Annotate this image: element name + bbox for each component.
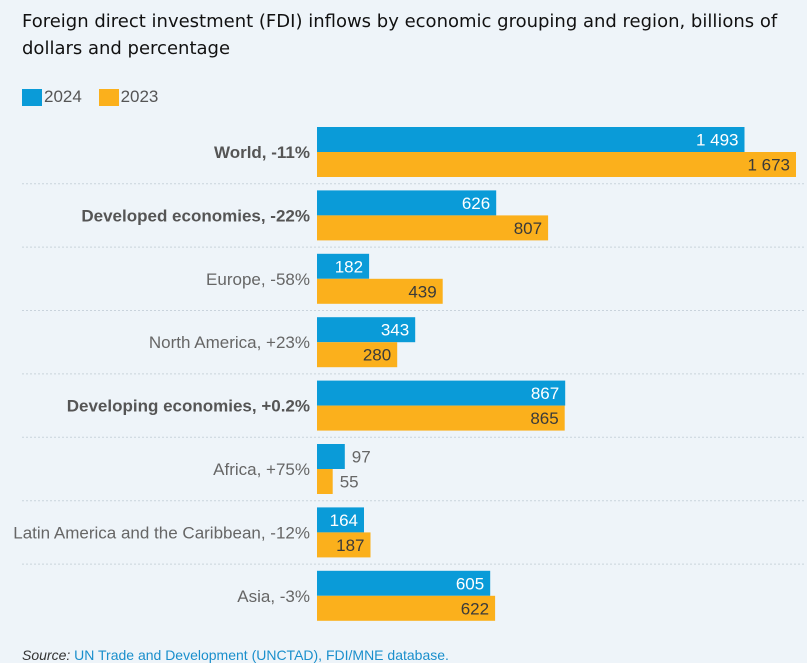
data-label-2024: 626 [462, 194, 490, 213]
bar-2024 [317, 253, 370, 279]
chart-legend: 2024 2023 [22, 87, 170, 109]
data-label-2023: 280 [363, 346, 391, 365]
bar-2024 [317, 127, 745, 152]
data-label-2024: 97 [352, 448, 371, 467]
data-label-2023: 865 [530, 409, 558, 428]
bar-2023 [317, 278, 443, 304]
data-label-2023: 807 [514, 219, 542, 238]
source-prefix: Source: [22, 647, 71, 663]
legend-label-2023: 2023 [120, 87, 159, 106]
chart-title: Foreign direct investment (FDI) inflows … [22, 11, 778, 59]
category-label: World, -11% [214, 143, 310, 162]
legend-swatch-2023 [98, 88, 119, 106]
bar-2023 [317, 342, 398, 368]
category-label: Latin America and the Caribbean, -12% [13, 523, 310, 542]
category-label: Developing economies, +0.2% [67, 397, 310, 416]
legend-item-2023: 2023 [98, 87, 159, 107]
data-label-2024: 867 [531, 384, 559, 403]
source-note: Source: UN Trade and Development (UNCTAD… [22, 647, 449, 663]
bar-2023 [317, 152, 796, 177]
legend-swatch-2024 [22, 88, 42, 106]
data-label-2024: 164 [330, 511, 358, 530]
data-label-2023: 55 [340, 473, 359, 492]
bar-2023 [317, 532, 371, 558]
category-label: Europe, -58% [206, 270, 310, 289]
bar-2023 [317, 469, 333, 494]
legend-label-2024: 2024 [44, 87, 82, 106]
data-label-2024: 182 [335, 257, 363, 276]
category-label: North America, +23% [149, 333, 310, 352]
bar-2023 [317, 215, 549, 241]
category-label: Africa, +75% [213, 460, 310, 479]
data-label-2023: 187 [336, 536, 364, 555]
bar-2024 [317, 317, 416, 343]
bar-2024 [317, 190, 497, 216]
bar-2023 [317, 405, 565, 431]
data-label-2023: 439 [408, 282, 436, 301]
data-label-2023: 1 673 [747, 156, 790, 175]
data-label-2024: 343 [381, 321, 409, 340]
category-label: Developed economies, -22% [81, 206, 310, 225]
legend-item-2024: 2024 [22, 87, 82, 107]
data-label-2024: 1 493 [696, 131, 739, 150]
category-label: Asia, -3% [237, 587, 310, 606]
bar-2024 [317, 507, 364, 533]
bar-2024 [317, 570, 491, 596]
bar-2023 [317, 595, 496, 621]
source-link[interactable]: UN Trade and Development (UNCTAD), FDI/M… [74, 647, 449, 663]
data-label-2024: 605 [456, 574, 484, 593]
data-label-2023: 622 [461, 599, 489, 618]
bar-2024 [317, 444, 345, 469]
bar-2024 [317, 380, 566, 406]
